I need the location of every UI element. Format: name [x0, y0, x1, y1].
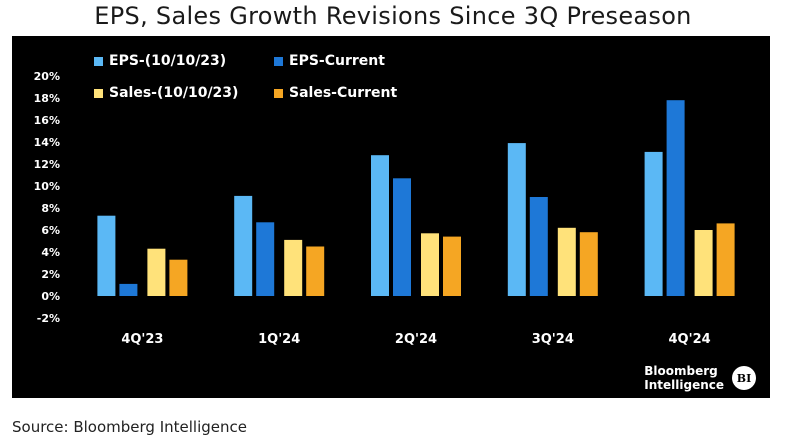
- legend-label: EPS-(10/10/23): [109, 53, 227, 69]
- y-tick-label: 4%: [41, 246, 60, 259]
- source-note: Source: Bloomberg Intelligence: [12, 418, 247, 436]
- bar-3-4: [557, 227, 576, 296]
- legend-item-eps-1010: EPS-(10/10/23): [94, 53, 226, 69]
- legend-label: Sales-(10/10/23): [109, 85, 239, 101]
- bar-2-1: [119, 283, 138, 296]
- bar-2-2: [256, 222, 275, 296]
- bar-2-5: [666, 100, 685, 296]
- y-tick-label: 8%: [41, 202, 60, 215]
- brand-line-2: Intelligence: [644, 378, 724, 392]
- y-tick-label: 10%: [34, 180, 60, 193]
- y-tick-label: 6%: [41, 224, 60, 237]
- y-tick-label: 18%: [34, 92, 60, 105]
- chart-plot: 20% 18% 16% 14% 12% 10% 8% 6% 4% 2% 0% -2% 4Q'23 1Q'2…: [34, 70, 735, 347]
- legend-item-sales-current: Sales-Current: [274, 85, 397, 101]
- y-tick-label: 2%: [41, 268, 60, 281]
- bar-3-5: [694, 230, 713, 296]
- chart-panel: 20% 18% 16% 14% 12% 10% 8% 6% 4% 2% 0% -2% 4Q'23 1Q'2…: [12, 36, 770, 398]
- legend-label: EPS-Current: [289, 53, 385, 69]
- bar-4-3: [443, 236, 461, 296]
- bar-2-3: [393, 178, 411, 296]
- legend-label: Sales-Current: [289, 85, 398, 101]
- legend-item-sales-1010: Sales-(10/10/23): [94, 85, 238, 101]
- bar-4-4: [579, 232, 598, 296]
- bloomberg-intelligence-logo: Bloomberg Intelligence BI: [644, 364, 756, 392]
- x-tick-label: 2Q'24: [395, 332, 437, 347]
- x-tick-label: 1Q'24: [258, 332, 300, 347]
- x-tick-label: 4Q'23: [121, 332, 163, 347]
- legend-swatch: [274, 56, 283, 66]
- legend-swatch: [94, 88, 103, 98]
- brand-text: Bloomberg Intelligence: [644, 364, 724, 392]
- legend-item-eps-current: EPS-Current: [274, 53, 385, 69]
- y-tick-label: 16%: [34, 114, 60, 127]
- y-tick-label: 0%: [41, 290, 60, 303]
- bar-3-3: [421, 233, 439, 296]
- y-tick-label: 14%: [34, 136, 60, 149]
- bar-4-1: [169, 259, 188, 296]
- bar-4-5: [716, 223, 735, 296]
- bar-1-3: [371, 155, 389, 296]
- y-tick-label: 20%: [34, 70, 60, 83]
- x-tick-label: 3Q'24: [532, 332, 574, 347]
- bi-badge-icon: BI: [732, 366, 756, 390]
- y-tick-label: -2%: [37, 312, 60, 325]
- bar-3-1: [147, 248, 166, 296]
- y-tick-label: 12%: [34, 158, 60, 171]
- brand-line-1: Bloomberg: [644, 364, 718, 378]
- bar-1-1: [97, 215, 116, 296]
- bar-1-2: [234, 195, 253, 296]
- legend-swatch: [94, 56, 103, 66]
- bar-1-4: [507, 143, 526, 296]
- x-tick-label: 4Q'24: [669, 332, 711, 347]
- legend-swatch: [274, 88, 283, 98]
- bar-1-5: [644, 151, 663, 296]
- chart-title: EPS, Sales Growth Revisions Since 3Q Pre…: [94, 2, 692, 30]
- bar-3-2: [284, 239, 303, 296]
- bar-4-2: [306, 246, 325, 296]
- bar-2-4: [529, 197, 548, 296]
